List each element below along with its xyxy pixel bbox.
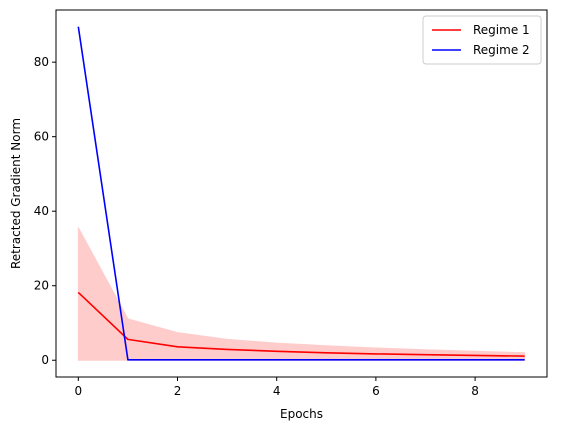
legend: Regime 1 Regime 2 — [422, 15, 542, 65]
x-axis-ticks: 0 2 4 6 8 — [74, 377, 479, 398]
band-series-1 — [77, 227, 526, 361]
y-tick-label: 20 — [34, 279, 49, 293]
legend-label-series-2: Regime 2 — [473, 43, 530, 57]
line-series-1 — [77, 291, 525, 357]
legend-box — [422, 15, 542, 65]
series-lines — [77, 26, 525, 361]
y-axis-ticks: 0 20 40 60 80 — [34, 55, 56, 367]
y-tick-label: 0 — [41, 353, 49, 367]
x-tick-label: 6 — [372, 384, 380, 398]
x-axis-label: Epochs — [280, 407, 323, 421]
line-series-2 — [77, 26, 525, 361]
x-tick-label: 2 — [174, 384, 182, 398]
y-tick-label: 80 — [34, 55, 49, 69]
y-axis-label: Retracted Gradient Norm — [9, 118, 23, 269]
confidence-bands — [77, 227, 526, 361]
plot-frame — [55, 9, 548, 378]
x-tick-label: 0 — [74, 384, 82, 398]
x-tick-label: 8 — [471, 384, 479, 398]
x-tick-label: 4 — [273, 384, 281, 398]
y-tick-label: 60 — [34, 130, 49, 144]
y-tick-label: 40 — [34, 204, 49, 218]
legend-label-series-1: Regime 1 — [473, 23, 530, 37]
